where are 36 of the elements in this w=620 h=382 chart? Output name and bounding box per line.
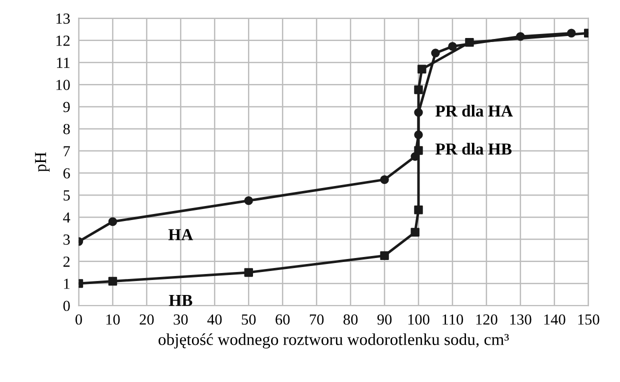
x-tick-label: 60: [276, 314, 290, 325]
y-tick-label: 6: [63, 168, 70, 178]
annotation: HA: [168, 229, 194, 240]
annotation: PR dla HA: [435, 104, 513, 117]
y-tick-label: 8: [63, 124, 70, 134]
x-tick-label: 80: [343, 314, 358, 325]
y-tick-label: 7: [64, 146, 70, 156]
y-tick-label: 1: [64, 278, 70, 289]
y-tick-label: 10: [56, 80, 70, 90]
x-tick-label: 100: [408, 314, 430, 325]
x-tick-label: 110: [442, 314, 464, 325]
y-tick-label: 12: [56, 36, 70, 46]
x-tick-label: 90: [377, 314, 392, 325]
x-tick-label: 70: [310, 314, 324, 325]
y-tick-label: 2: [63, 256, 70, 267]
y-tick-label: 13: [56, 14, 70, 24]
x-tick-label: 10: [106, 314, 120, 325]
x-axis-title: objętość wodnego roztworu wodorotlenku sodu, cm³: [158, 333, 509, 349]
x-tick-label: 40: [207, 314, 222, 325]
annotation: HB: [168, 294, 192, 306]
y-tick-label: 11: [57, 58, 70, 68]
x-tick-label: 50: [242, 314, 256, 325]
x-tick-label: 150: [578, 314, 600, 325]
y-axis-title: pH: [35, 152, 50, 172]
y-tick-label: 9: [63, 102, 70, 112]
x-tick-label: 140: [544, 314, 566, 325]
y-tick-label: 3: [64, 234, 70, 245]
annotation: PR dla HB: [435, 142, 512, 155]
x-tick-label: 30: [174, 314, 188, 325]
y-tick-label: 5: [64, 190, 70, 201]
y-tick-label: 0: [63, 300, 70, 312]
x-tick-label: 130: [510, 314, 532, 325]
y-tick-label: 4: [63, 212, 70, 223]
x-tick-label: 0: [76, 314, 82, 325]
x-tick-label: 20: [140, 314, 154, 325]
x-tick-label: 120: [476, 314, 498, 325]
